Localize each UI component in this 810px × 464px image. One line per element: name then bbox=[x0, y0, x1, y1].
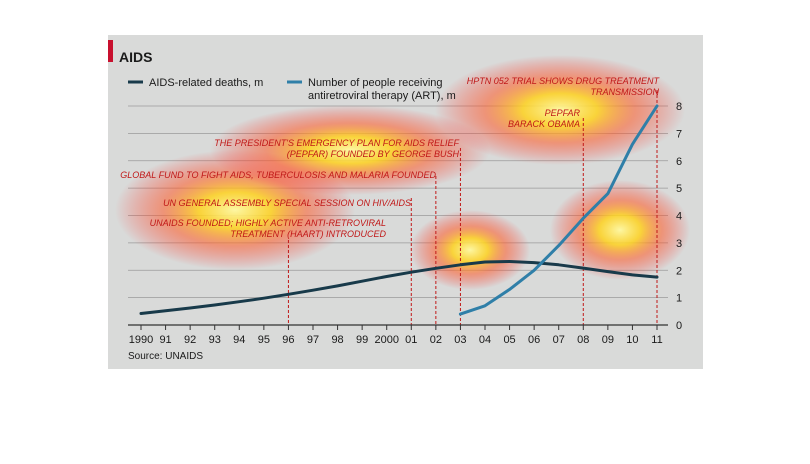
y-tick-label: 8 bbox=[676, 101, 682, 113]
x-tick-label: 09 bbox=[602, 334, 614, 346]
attention-heatmap-overlay bbox=[115, 55, 690, 290]
legend: AIDS-related deaths, m Number of people … bbox=[128, 77, 456, 102]
x-tick-label: 94 bbox=[233, 334, 245, 346]
heat-blob bbox=[550, 180, 690, 280]
event-annotation-text: TREATMENT (HAART) INTRODUCED bbox=[230, 229, 386, 239]
x-tick-label: 92 bbox=[184, 334, 196, 346]
x-tick-label: 01 bbox=[405, 334, 417, 346]
y-tick-label: 2 bbox=[676, 265, 682, 277]
x-tick-label: 03 bbox=[454, 334, 466, 346]
x-tick-label: 95 bbox=[258, 334, 270, 346]
x-tick-label: 06 bbox=[528, 334, 540, 346]
x-tick-label: 1990 bbox=[129, 334, 153, 346]
event-annotation-text: HPTN 052 TRIAL SHOWS DRUG TREATMENT bbox=[467, 76, 661, 86]
event-annotation-text: BARACK OBAMA bbox=[508, 119, 580, 129]
x-tick-label: 96 bbox=[282, 334, 294, 346]
x-tick-label: 04 bbox=[479, 334, 491, 346]
x-tick-label: 11 bbox=[651, 334, 662, 346]
x-tick-label: 2000 bbox=[374, 334, 398, 346]
x-tick-label: 02 bbox=[430, 334, 442, 346]
event-annotation-text: UN GENERAL ASSEMBLY SPECIAL SESSION ON H… bbox=[163, 198, 411, 208]
x-tick-label: 98 bbox=[331, 334, 343, 346]
x-tick-label: 93 bbox=[209, 334, 221, 346]
x-tick-label: 99 bbox=[356, 334, 368, 346]
y-tick-label: 4 bbox=[676, 211, 682, 223]
legend-label-art-line1: Number of people receiving bbox=[308, 77, 443, 89]
annotation-layer: UNAIDS FOUNDED; HIGHLY ACTIVE ANTI-RETRO… bbox=[120, 76, 660, 325]
x-tick-label: 08 bbox=[577, 334, 589, 346]
x-tick-label: 97 bbox=[307, 334, 319, 346]
y-tick-label: 5 bbox=[676, 183, 682, 195]
event-annotation-text: UNAIDS FOUNDED; HIGHLY ACTIVE ANTI-RETRO… bbox=[150, 218, 386, 228]
heat-blob bbox=[435, 55, 685, 165]
heat-blob bbox=[410, 210, 530, 290]
heat-blob bbox=[210, 105, 490, 195]
x-tick-label: 10 bbox=[626, 334, 638, 346]
x-tick-label: 91 bbox=[159, 334, 171, 346]
x-tick-label: 05 bbox=[503, 334, 515, 346]
event-annotation-text: THE PRESIDENT'S EMERGENCY PLAN FOR AIDS … bbox=[214, 138, 459, 148]
y-tick-label: 7 bbox=[676, 128, 682, 140]
event-annotation-text: PEPFAR bbox=[545, 108, 581, 118]
y-tick-label: 3 bbox=[676, 238, 682, 250]
event-annotation-text: (PEPFAR) FOUNDED BY GEORGE BUSH bbox=[287, 149, 460, 159]
chart-source: Source: UNAIDS bbox=[128, 351, 203, 362]
legend-label-deaths: AIDS-related deaths, m bbox=[149, 77, 263, 89]
event-annotation-text: TRANSMISSION bbox=[590, 87, 659, 97]
legend-label-art-line2: antiretroviral therapy (ART), m bbox=[308, 90, 456, 102]
y-tick-label: 6 bbox=[676, 156, 682, 168]
chart-title: AIDS bbox=[119, 49, 152, 65]
series-layer bbox=[139, 104, 659, 316]
y-tick-label: 1 bbox=[676, 293, 682, 305]
event-annotation-text: GLOBAL FUND TO FIGHT AIDS, TUBERCULOSIS … bbox=[120, 170, 436, 180]
series-line-deaths bbox=[139, 260, 659, 315]
title-accent-bar bbox=[108, 40, 113, 62]
y-tick-label: 0 bbox=[676, 320, 682, 332]
x-tick-label: 07 bbox=[553, 334, 565, 346]
